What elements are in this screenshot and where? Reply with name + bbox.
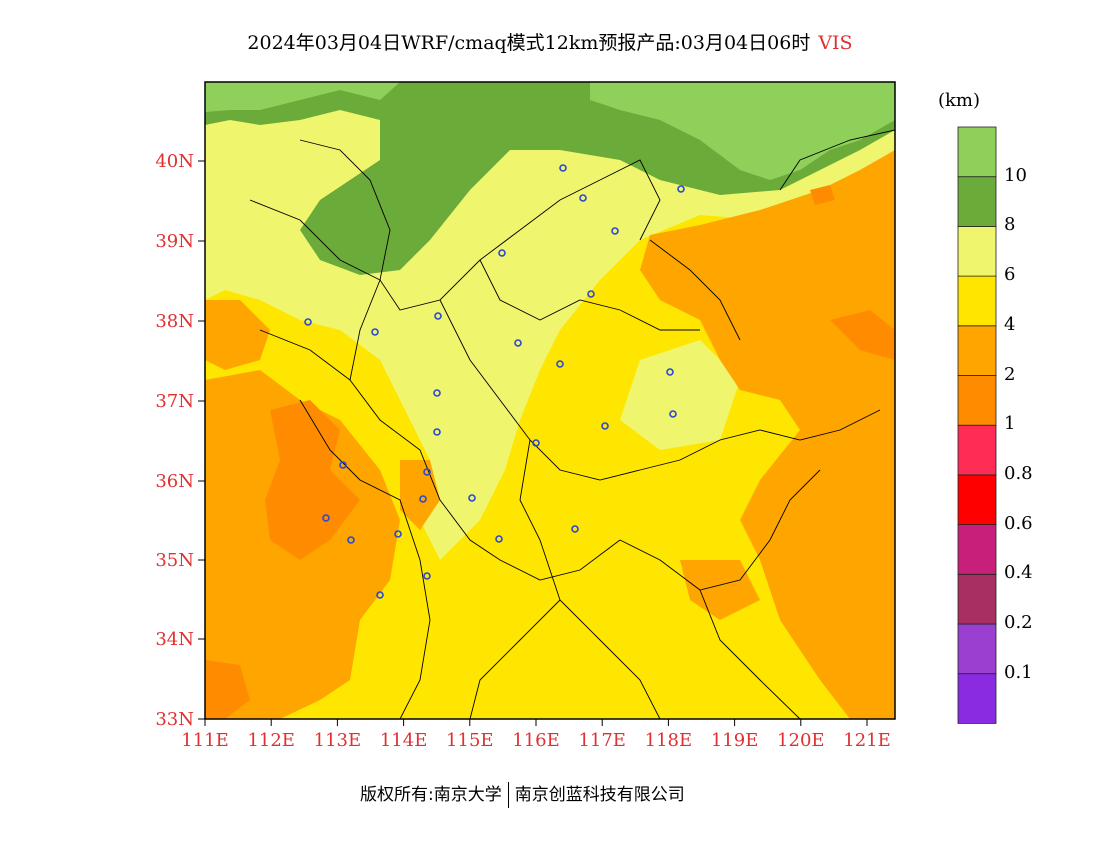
colorbar-swatch [957, 673, 997, 724]
footer-separator [507, 782, 509, 808]
company-text: 南京创蓝科技有限公司 [514, 785, 685, 805]
colorbar-swatch [957, 524, 997, 575]
longitude-axis: 111E 112E 113E 114E 115E 116E 117E 118E 119E 120E… [181, 719, 891, 751]
lat-label: 36N [155, 471, 194, 492]
colorbar-label: 10 [1004, 164, 1027, 186]
colorbar-label: 0.6 [1004, 512, 1033, 534]
lon-label: 121E [843, 730, 891, 751]
colorbar-label: 0.1 [1004, 661, 1033, 683]
lat-label: 37N [155, 391, 194, 412]
variable-name: VIS [818, 32, 853, 54]
colorbar-label: 0.8 [1004, 462, 1033, 484]
colorbar-swatch [957, 176, 997, 227]
lat-label: 39N [155, 231, 194, 252]
colorbar-swatch [957, 573, 997, 625]
colorbar-swatch [957, 424, 997, 476]
colorbar-swatch [957, 126, 997, 178]
lon-label: 118E [645, 730, 693, 751]
city-markers [304, 164, 685, 599]
lon-label: 116E [512, 730, 560, 751]
colorbar-label: 6 [1004, 264, 1016, 286]
lon-label: 119E [711, 730, 759, 751]
colorbar-label: 1 [1004, 413, 1016, 435]
colorbar-swatch [957, 474, 997, 525]
colorbar-label: 2 [1004, 363, 1016, 385]
colorbar-unit: (km) [938, 90, 981, 111]
lon-label: 115E [446, 730, 494, 751]
admin-boundaries [249, 129, 895, 719]
lon-label: 111E [181, 730, 229, 751]
lat-label: 35N [155, 550, 194, 571]
colorbar-swatch [957, 325, 997, 376]
lat-label: 40N [155, 151, 194, 172]
latitude-axis: 40N 39N 38N 37N 36N 35N 34N 33N [155, 151, 205, 730]
lon-label: 120E [777, 730, 825, 751]
map-field [205, 82, 895, 719]
lon-label: 114E [380, 730, 428, 751]
colorbar-label: 0.4 [1004, 562, 1033, 584]
colorbar-swatch [957, 623, 997, 675]
copyright-text: 版权所有:南京大学 [360, 785, 502, 805]
colorbar-swatch [957, 375, 997, 426]
colorbar [957, 126, 997, 724]
lon-label: 113E [314, 730, 362, 751]
colorbar-swatch [957, 225, 997, 277]
lon-label: 112E [247, 730, 295, 751]
colorbar-label: 8 [1004, 214, 1016, 236]
colorbar-swatch [957, 275, 997, 327]
lat-label: 34N [155, 629, 194, 650]
map-title: 2024年03月04日WRF/cmaq模式12km预报产品:03月04日06时 V… [0, 28, 1100, 55]
lat-label: 33N [155, 709, 194, 730]
footer: 版权所有:南京大学 南京创蓝科技有限公司 [360, 780, 685, 808]
title-text: 2024年03月04日WRF/cmaq模式12km预报产品:03月04日06时 [247, 32, 811, 54]
colorbar-label: 4 [1004, 313, 1016, 335]
lon-label: 117E [578, 730, 626, 751]
lat-label: 38N [155, 311, 194, 332]
colorbar-label: 0.2 [1004, 612, 1033, 633]
